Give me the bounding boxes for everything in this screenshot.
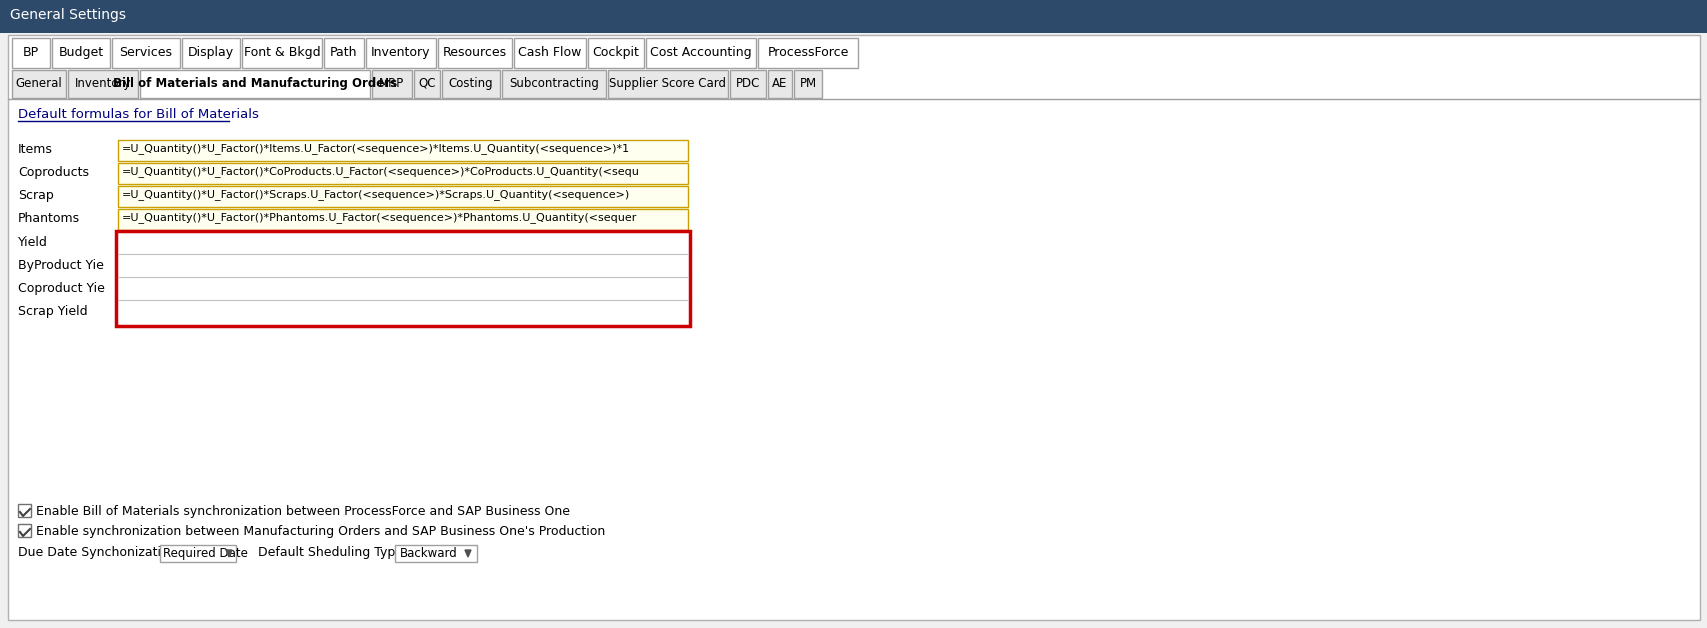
Text: Enable synchronization between Manufacturing Orders and SAP Business One's Produ: Enable synchronization between Manufactu… <box>36 525 604 538</box>
FancyBboxPatch shape <box>183 38 241 68</box>
Text: Coproducts: Coproducts <box>19 166 89 179</box>
FancyBboxPatch shape <box>608 70 727 98</box>
Text: PDC: PDC <box>736 77 760 90</box>
FancyBboxPatch shape <box>118 140 688 161</box>
Text: ByProduct Yie: ByProduct Yie <box>19 259 104 272</box>
Text: Costing: Costing <box>449 77 493 90</box>
FancyBboxPatch shape <box>413 70 440 98</box>
FancyBboxPatch shape <box>768 70 792 98</box>
FancyBboxPatch shape <box>437 38 512 68</box>
FancyBboxPatch shape <box>140 70 370 98</box>
Text: Items: Items <box>19 143 53 156</box>
Text: Default formulas for Bill of Materials: Default formulas for Bill of Materials <box>19 108 259 121</box>
Text: Yield: Yield <box>19 236 48 249</box>
Text: =U_Quantity()*U_Factor()*Scraps.U_Factor(<sequence>)*Scraps.U_Quantity(<sequence: =U_Quantity()*U_Factor()*Scraps.U_Factor… <box>121 189 630 200</box>
Text: General: General <box>15 77 63 90</box>
Text: Inventory: Inventory <box>370 46 430 59</box>
FancyBboxPatch shape <box>160 545 236 562</box>
Text: =U_Quantity()*U_Factor()*Phantoms.U_Factor(<sequence>)*Phantoms.U_Quantity(<sequ: =U_Quantity()*U_Factor()*Phantoms.U_Fact… <box>121 212 637 223</box>
FancyBboxPatch shape <box>645 38 756 68</box>
FancyBboxPatch shape <box>394 545 476 562</box>
Text: Scrap Yield: Scrap Yield <box>19 305 87 318</box>
FancyBboxPatch shape <box>68 70 138 98</box>
Polygon shape <box>225 550 232 557</box>
Text: MRP: MRP <box>379 77 405 90</box>
FancyBboxPatch shape <box>372 70 411 98</box>
FancyBboxPatch shape <box>365 38 435 68</box>
FancyBboxPatch shape <box>116 231 690 326</box>
Text: Enable Bill of Materials synchronization between ProcessForce and SAP Business O: Enable Bill of Materials synchronization… <box>36 505 570 518</box>
Text: Default Sheduling Type: Default Sheduling Type <box>258 546 403 559</box>
Text: Cash Flow: Cash Flow <box>517 46 582 59</box>
FancyBboxPatch shape <box>502 70 606 98</box>
FancyBboxPatch shape <box>242 38 323 68</box>
FancyBboxPatch shape <box>19 504 31 517</box>
FancyBboxPatch shape <box>442 70 500 98</box>
Text: Bill of Materials and Manufacturing Orders: Bill of Materials and Manufacturing Orde… <box>113 77 396 90</box>
FancyBboxPatch shape <box>9 35 1698 620</box>
Text: Backward: Backward <box>399 547 457 560</box>
Text: Required Date: Required Date <box>162 547 248 560</box>
Text: Phantoms: Phantoms <box>19 212 80 225</box>
FancyBboxPatch shape <box>758 38 857 68</box>
Text: Due Date Synchonization T: Due Date Synchonization T <box>19 546 188 559</box>
Text: Budget: Budget <box>58 46 104 59</box>
FancyBboxPatch shape <box>19 524 31 537</box>
FancyBboxPatch shape <box>794 70 821 98</box>
Text: ProcessForce: ProcessForce <box>766 46 848 59</box>
FancyBboxPatch shape <box>51 38 109 68</box>
FancyBboxPatch shape <box>324 38 364 68</box>
Text: Scrap: Scrap <box>19 189 53 202</box>
Text: Resources: Resources <box>442 46 507 59</box>
Text: Path: Path <box>329 46 357 59</box>
Text: General Settings: General Settings <box>10 8 126 22</box>
Text: BP: BP <box>22 46 39 59</box>
FancyBboxPatch shape <box>118 209 688 230</box>
Text: Coproduct Yie: Coproduct Yie <box>19 282 104 295</box>
FancyBboxPatch shape <box>587 38 644 68</box>
Text: Inventory: Inventory <box>75 77 131 90</box>
FancyBboxPatch shape <box>514 38 586 68</box>
FancyBboxPatch shape <box>113 38 179 68</box>
FancyBboxPatch shape <box>0 0 1707 33</box>
Text: Supplier Score Card: Supplier Score Card <box>609 77 725 90</box>
Text: Font & Bkgd: Font & Bkgd <box>244 46 321 59</box>
Text: =U_Quantity()*U_Factor()*CoProducts.U_Factor(<sequence>)*CoProducts.U_Quantity(<: =U_Quantity()*U_Factor()*CoProducts.U_Fa… <box>121 166 640 177</box>
Text: Services: Services <box>119 46 172 59</box>
FancyBboxPatch shape <box>12 38 50 68</box>
Text: QC: QC <box>418 77 435 90</box>
FancyBboxPatch shape <box>12 70 67 98</box>
Polygon shape <box>464 550 471 557</box>
Text: Display: Display <box>188 46 234 59</box>
Text: AE: AE <box>772 77 787 90</box>
FancyBboxPatch shape <box>118 186 688 207</box>
FancyBboxPatch shape <box>118 163 688 184</box>
Text: =U_Quantity()*U_Factor()*Items.U_Factor(<sequence>)*Items.U_Quantity(<sequence>): =U_Quantity()*U_Factor()*Items.U_Factor(… <box>121 143 630 154</box>
Text: Subcontracting: Subcontracting <box>509 77 599 90</box>
Text: Cockpit: Cockpit <box>592 46 638 59</box>
Text: Cost Accounting: Cost Accounting <box>650 46 751 59</box>
Text: PM: PM <box>799 77 816 90</box>
FancyBboxPatch shape <box>729 70 765 98</box>
